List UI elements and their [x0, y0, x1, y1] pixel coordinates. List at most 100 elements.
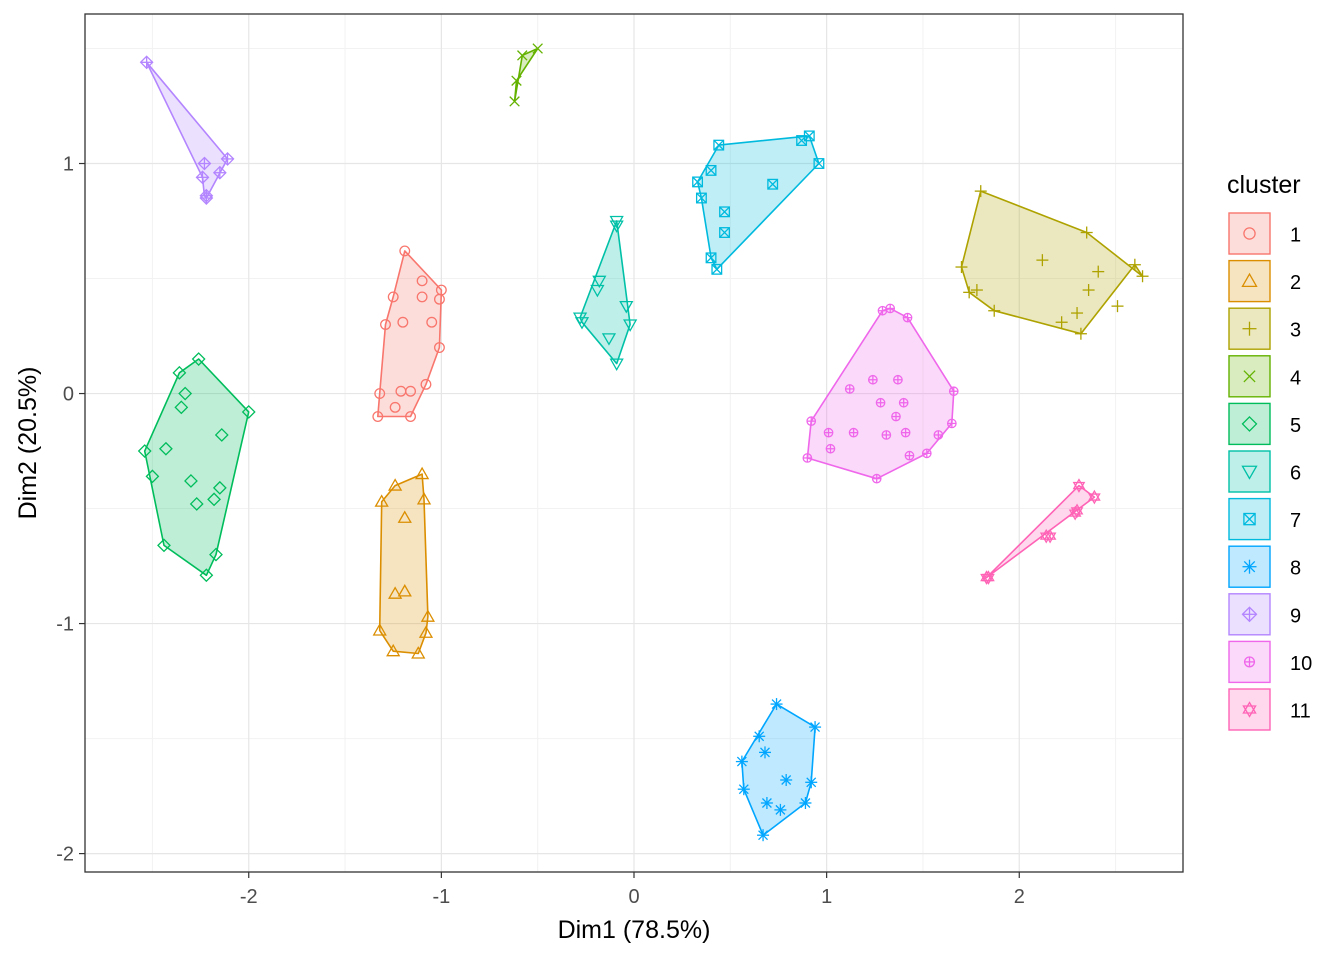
cluster-7-point	[796, 135, 808, 146]
cluster-1-point	[416, 291, 428, 303]
legend-marker	[1243, 370, 1256, 383]
cluster-11-hull	[985, 484, 1096, 579]
cluster-8-point	[809, 721, 822, 734]
cluster-10-point	[900, 427, 911, 438]
cluster-5-point	[191, 352, 206, 366]
cluster-1-point	[420, 378, 432, 390]
cluster-8-point	[774, 803, 787, 816]
cluster-10-point	[893, 374, 903, 385]
cluster-10-point	[921, 448, 932, 459]
cluster-3-point	[1136, 270, 1149, 283]
legend-marker	[1241, 606, 1258, 623]
cluster-7-point	[767, 178, 779, 190]
cluster-2-point	[416, 492, 432, 505]
cluster-3-point	[963, 286, 976, 299]
cluster-3-point	[974, 185, 987, 198]
cluster-8-point	[799, 796, 812, 809]
legend-marker	[1243, 656, 1256, 668]
cluster-10-point	[871, 473, 882, 484]
cluster-8-point	[758, 746, 771, 759]
cluster-8-point	[735, 755, 748, 768]
cluster-7-point	[713, 139, 725, 151]
cluster-10-point	[885, 303, 896, 314]
legend-item-1: 1	[1228, 212, 1301, 255]
cluster-5-hull	[143, 358, 250, 577]
cluster-3-point	[955, 261, 968, 274]
cluster-3-point	[1128, 258, 1141, 271]
cluster-10-point	[891, 411, 901, 422]
cluster-11-point	[1088, 489, 1101, 505]
cluster-8-point	[757, 829, 770, 842]
legend-label: 2	[1290, 272, 1301, 294]
cluster-8-point	[770, 698, 783, 711]
cluster-6-point	[590, 284, 605, 298]
legend-label: 6	[1290, 463, 1301, 485]
cluster-5-point	[209, 547, 223, 562]
cluster-3-point	[970, 284, 983, 297]
legend-marker	[1242, 321, 1257, 336]
legend-key	[1228, 259, 1271, 303]
legend-item-3: 3	[1228, 307, 1301, 350]
cluster-1-point	[372, 411, 384, 422]
cluster-6-point	[623, 319, 638, 332]
legend-item-9: 9	[1228, 593, 1301, 636]
cluster-5-point	[137, 444, 152, 458]
legend-item-11: 11	[1228, 688, 1311, 731]
cluster-10-point	[904, 450, 915, 461]
cluster-8-point	[737, 783, 750, 796]
cluster-5-point	[157, 538, 171, 553]
cluster-2-point	[388, 478, 403, 491]
cluster-11-point	[1039, 528, 1053, 544]
cluster-2-point	[420, 609, 436, 622]
cluster-4-point	[511, 75, 522, 86]
cluster-2-point	[397, 584, 412, 597]
cluster-5-point	[178, 386, 193, 401]
cluster-9-point	[197, 156, 212, 171]
legend-label: 5	[1290, 415, 1301, 437]
legend-label: 10	[1290, 653, 1312, 675]
cluster-7-point	[711, 263, 723, 275]
cluster-3-point	[1074, 327, 1087, 340]
cluster-3-point	[1080, 226, 1093, 239]
cluster-2-point	[372, 623, 387, 636]
legend-marker	[1241, 465, 1258, 480]
cluster-10-hull	[806, 307, 955, 480]
cluster-points	[137, 43, 1149, 842]
legend-key	[1228, 212, 1271, 255]
y-tick-label: 0	[63, 384, 74, 406]
cluster-1-point	[380, 319, 391, 330]
cluster-7-point	[719, 227, 730, 238]
cluster-2-point	[388, 586, 403, 599]
legend-marker	[1241, 272, 1258, 288]
cluster-9-point	[220, 151, 235, 166]
cluster-10-point	[902, 312, 913, 323]
cluster-4-point	[509, 96, 520, 107]
cluster-11-point	[982, 570, 995, 585]
legend-label: 3	[1290, 320, 1301, 342]
cluster-6-point	[619, 300, 634, 314]
cluster-5-point	[199, 568, 214, 583]
cluster-10-point	[898, 397, 909, 408]
x-tick-label: 0	[628, 886, 639, 908]
cluster-1-point	[426, 316, 438, 328]
x-tick-label: -2	[240, 886, 258, 908]
cluster-2-point	[414, 466, 430, 480]
x-axis-ticks: -2 -1 0 1 2	[240, 872, 1025, 908]
legend-item-4: 4	[1228, 355, 1301, 398]
legend-marker	[1243, 227, 1256, 240]
cluster-10-point	[844, 384, 855, 394]
legend-label: 9	[1290, 605, 1301, 627]
cluster-2-point	[374, 494, 389, 507]
cluster-10-point	[868, 374, 878, 385]
legend-key	[1228, 450, 1271, 493]
legend-marker	[1243, 512, 1256, 526]
cluster-2-point	[397, 510, 412, 523]
cluster-3-point	[1111, 300, 1124, 313]
cluster-10-point	[806, 416, 817, 426]
cluster-5-point	[241, 405, 256, 419]
legend-item-5: 5	[1228, 402, 1301, 446]
cluster-5-point	[184, 474, 198, 488]
cluster-1-point	[433, 293, 445, 305]
